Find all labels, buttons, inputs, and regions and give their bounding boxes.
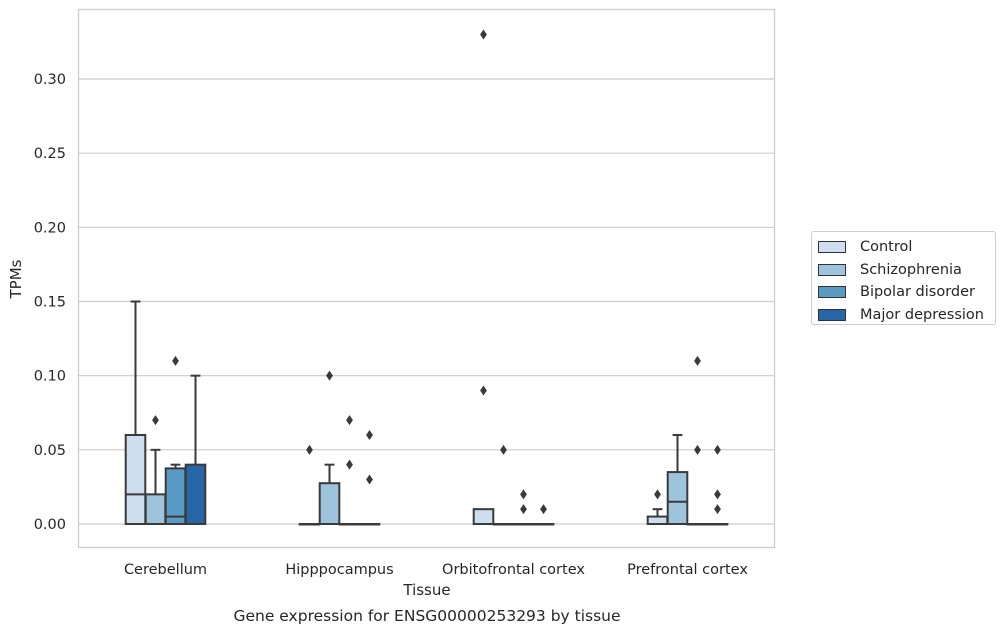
outlier-point xyxy=(714,504,721,515)
legend-item-schizophrenia: Schizophrenia xyxy=(818,259,995,282)
box-elements xyxy=(124,29,729,526)
box-iqr xyxy=(666,471,689,526)
box-iqr xyxy=(318,482,341,526)
box-iqr xyxy=(646,515,669,525)
y-tick-label: 0.30 xyxy=(34,72,66,88)
y-tick-label: 0.05 xyxy=(34,443,66,459)
legend-label-major-depression: Major depression xyxy=(860,306,984,323)
y-tick-label: 0.10 xyxy=(34,369,66,385)
box-group xyxy=(184,374,207,525)
outlier-point xyxy=(306,444,313,455)
outlier-point xyxy=(326,370,333,381)
box-group xyxy=(686,355,709,526)
box-iqr xyxy=(472,508,495,525)
outlier-point xyxy=(346,459,353,470)
outlier-point xyxy=(500,444,507,455)
outlier-point xyxy=(172,355,179,366)
y-tick-label: 0.20 xyxy=(34,220,66,236)
x-tick-labels: Cerebellum Hipppocampus Orbitofrontal cort… xyxy=(124,562,748,578)
box-group xyxy=(338,415,361,526)
outlier-point xyxy=(346,415,353,426)
legend: Control Schizophrenia Bipolar disorder M… xyxy=(811,231,996,325)
box-group xyxy=(164,355,187,525)
x-tick-label: Prefrontal cortex xyxy=(627,562,748,578)
box-group xyxy=(124,300,147,525)
y-tick-labels: 0.00 0.05 0.10 0.15 0.20 0.25 0.30 xyxy=(34,72,66,533)
x-tick-label: Cerebellum xyxy=(124,562,207,578)
y-tick-label: 0.15 xyxy=(34,295,66,311)
box-group xyxy=(358,430,381,526)
outlier-point xyxy=(366,474,373,485)
x-tick-label: Orbitofrontal cortex xyxy=(442,562,585,578)
box-group xyxy=(706,444,729,526)
box-iqr xyxy=(144,493,167,526)
y-tick-label: 0.25 xyxy=(34,146,66,162)
y-tick-label: 0.00 xyxy=(34,517,66,533)
x-axis-label: Tissue xyxy=(402,581,450,599)
box-group xyxy=(492,444,515,526)
box-group xyxy=(646,489,669,525)
outlier-point xyxy=(366,430,373,440)
legend-swatch-schizophrenia xyxy=(818,263,846,276)
box-group xyxy=(512,489,535,526)
legend-swatch-major-depression xyxy=(818,308,846,321)
box-group xyxy=(666,434,689,526)
outlier-point xyxy=(714,489,721,500)
legend-swatch-bipolar-disorder xyxy=(818,286,846,299)
outlier-point xyxy=(540,504,547,515)
outlier-point xyxy=(714,444,721,455)
outlier-point xyxy=(520,489,527,500)
box-group xyxy=(532,504,555,526)
x-tick-label: Hipppocampus xyxy=(285,562,393,578)
outlier-point xyxy=(152,415,159,426)
outlier-point xyxy=(694,355,701,366)
box-group xyxy=(318,370,341,526)
outlier-point xyxy=(654,489,661,500)
legend-label-control: Control xyxy=(860,239,913,256)
box-group xyxy=(298,444,321,526)
legend-label-schizophrenia: Schizophrenia xyxy=(860,261,962,278)
outlier-point xyxy=(694,444,701,455)
y-axis-label: TPMs xyxy=(7,259,25,299)
legend-item-control: Control xyxy=(818,236,995,259)
legend-item-major-depression: Major depression xyxy=(818,304,995,327)
legend-item-bipolar-disorder: Bipolar disorder xyxy=(818,281,995,304)
box-iqr xyxy=(124,434,147,525)
outlier-point xyxy=(520,504,527,515)
legend-label-bipolar-disorder: Bipolar disorder xyxy=(860,284,975,301)
outlier-point xyxy=(480,29,487,40)
box-group xyxy=(144,415,167,526)
plot-frame xyxy=(77,8,776,549)
box-group xyxy=(472,29,495,525)
box-iqr xyxy=(184,463,207,525)
legend-swatch-control xyxy=(818,241,846,254)
y-gridlines xyxy=(78,78,775,525)
chart-title: Gene expression for ENSG00000253293 by t… xyxy=(233,607,620,625)
outlier-point xyxy=(480,385,487,396)
